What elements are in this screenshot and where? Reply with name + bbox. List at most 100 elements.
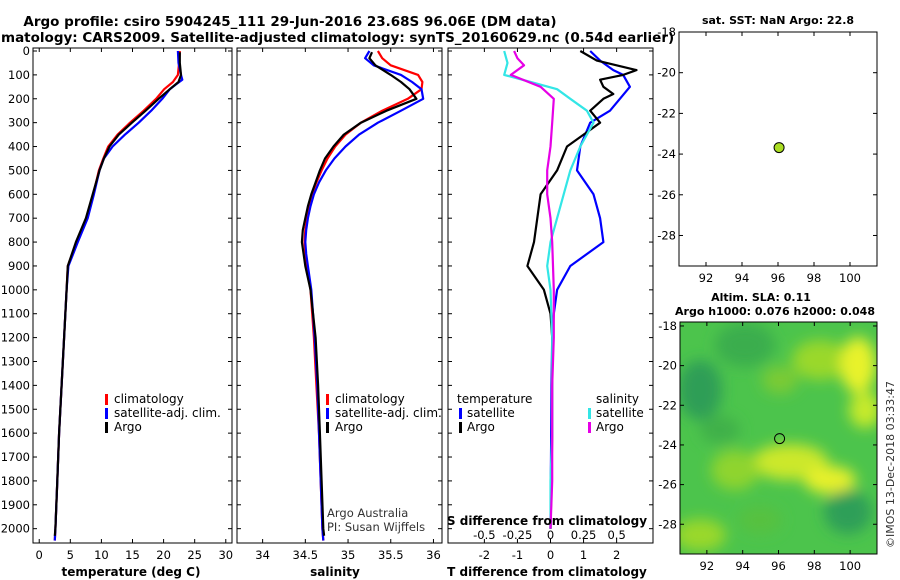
y-tick-label: 300 xyxy=(8,116,30,130)
sla-patch xyxy=(792,340,848,380)
s-tick-label: 0 xyxy=(547,528,554,542)
legend-label-satellite-adj: satellite-adj. clim. xyxy=(335,406,442,420)
y-tick-label: 0 xyxy=(23,44,30,58)
title-line-2: Climatology: CARS2009. Satellite-adjuste… xyxy=(0,30,674,46)
map-y-tick-label: -22 xyxy=(658,398,677,412)
difference-plot: -2 -1 0 1 2 -0.5 -0.25 0 0.25 0.5 xyxy=(448,48,653,562)
salinity-plot: 34 34.5 35 35.5 36 xyxy=(237,48,442,562)
legend-swatch-s-satellite xyxy=(588,408,591,419)
sla-map-title: Altim. SLA: 0.11 xyxy=(711,291,811,304)
legend-swatch-satellite-adj xyxy=(326,408,329,419)
map-y-tick-label: -20 xyxy=(658,359,677,373)
legend-swatch-argo xyxy=(326,422,329,433)
map-y-tick-label: -18 xyxy=(657,25,676,39)
series-line-argo xyxy=(53,52,183,536)
temperature-axis-label: temperature (deg C) xyxy=(62,565,201,579)
legend-swatch-t-argo xyxy=(459,422,462,433)
x-tick-label: -1 xyxy=(512,548,523,562)
title-line-1: Argo profile: csiro 5904245_111 29-Jun-2… xyxy=(23,14,556,30)
sla-patch xyxy=(738,506,782,534)
series-line-t-argo xyxy=(526,50,638,529)
y-tick-label: 1000 xyxy=(1,283,30,297)
y-tick-label: 1300 xyxy=(1,354,30,368)
map-y-tick-label: -22 xyxy=(657,106,676,120)
y-tick-label: 700 xyxy=(8,211,30,225)
legend-label-s-satellite: satellite xyxy=(596,406,644,420)
series-line-s-argo xyxy=(509,50,555,529)
y-tick-label: 1600 xyxy=(1,426,30,440)
sla-patch xyxy=(680,360,722,420)
y-tick-label: 600 xyxy=(8,187,30,201)
sla-patch xyxy=(840,337,876,393)
salinity-legend: climatology satellite-adj. clim. Argo Ar… xyxy=(326,392,442,534)
x-tick-label: 10 xyxy=(94,548,109,562)
y-tick-label: 900 xyxy=(8,259,30,273)
legend-label-climatology: climatology xyxy=(335,392,405,406)
legend-swatch-t-satellite xyxy=(459,408,462,419)
y-tick-label: 100 xyxy=(8,68,30,82)
x-tick-label: 15 xyxy=(125,548,140,562)
x-tick-label: 25 xyxy=(187,548,202,562)
map-x-tick-label: 94 xyxy=(735,559,750,573)
map-x-tick-label: 100 xyxy=(839,559,861,573)
series-line-climatology xyxy=(53,50,181,541)
x-tick-label: -2 xyxy=(479,548,490,562)
legend-label-s-argo: Argo xyxy=(596,420,624,434)
series-line-satellite-adj-clim- xyxy=(53,50,184,541)
map-x-tick-label: 98 xyxy=(807,559,822,573)
x-tick-label: 5 xyxy=(67,548,74,562)
map-y-tick-label: -18 xyxy=(658,319,677,333)
legend-swatch-s-argo xyxy=(588,422,591,433)
credit-line-2: PI: Susan Wijffels xyxy=(327,520,425,534)
map-x-tick-label: 98 xyxy=(807,271,822,285)
series-line-t-satellite xyxy=(549,50,632,529)
y-tick-label: 1700 xyxy=(1,450,30,464)
map-y-tick-label: -26 xyxy=(657,188,676,202)
map-y-tick-label: -28 xyxy=(657,228,676,242)
sla-patch xyxy=(680,519,726,551)
sla-patch xyxy=(715,323,775,367)
s-tick-label: 0.5 xyxy=(607,528,625,542)
sla-patch xyxy=(824,490,872,534)
y-tick-label: 400 xyxy=(8,140,30,154)
y-tick-label: 1400 xyxy=(1,378,30,392)
temperature-legend: climatology satellite-adj. clim. Argo xyxy=(105,392,221,434)
s-difference-axis-label: S difference from climatology xyxy=(447,514,647,528)
x-tick-label: 34 xyxy=(255,548,270,562)
legend-label-climatology: climatology xyxy=(114,392,184,406)
s-tick-label: -0.5 xyxy=(473,528,495,542)
series-line-s-satellite xyxy=(503,50,595,529)
series-line-argo xyxy=(300,51,418,536)
s-tick-label: -0.25 xyxy=(503,528,533,542)
sla-heatmap xyxy=(680,322,877,554)
x-tick-label: 0 xyxy=(547,548,554,562)
legend-label-argo: Argo xyxy=(335,420,363,434)
x-tick-label: 20 xyxy=(156,548,171,562)
sla-patch xyxy=(762,366,798,394)
sla-patch xyxy=(849,392,877,428)
map-y-tick-label: -24 xyxy=(657,147,676,161)
legend-swatch-climatology xyxy=(326,394,329,405)
map-x-tick-label: 100 xyxy=(839,271,861,285)
map-x-tick-label: 96 xyxy=(771,271,786,285)
map-x-tick-label: 92 xyxy=(699,271,714,285)
salinity-axis-label: salinity xyxy=(310,565,360,579)
legend-swatch-argo xyxy=(105,422,108,433)
x-tick-label: 30 xyxy=(218,548,233,562)
imos-stamp: ©IMOS 13-Dec-2018 03:33:47 xyxy=(884,381,897,548)
y-tick-label: 1100 xyxy=(1,307,30,321)
x-tick-label: 36 xyxy=(426,548,441,562)
x-tick-label: 2 xyxy=(613,548,620,562)
y-tick-label: 1500 xyxy=(1,402,30,416)
difference-legend: temperature salinity satellite Argo sate… xyxy=(447,392,647,528)
legend-swatch-satellite-adj xyxy=(105,408,108,419)
y-tick-label: 500 xyxy=(8,163,30,177)
legend-title-temperature: temperature xyxy=(457,392,532,406)
y-tick-label: 2000 xyxy=(1,522,30,536)
sla-map: -18 -20 -22 -24 -26 -28 92 94 96 98 100 xyxy=(658,319,877,573)
map-x-tick-label: 92 xyxy=(700,559,715,573)
legend-label-t-satellite: satellite xyxy=(467,406,515,420)
y-tick-label: 1900 xyxy=(1,498,30,512)
x-tick-label: 0 xyxy=(36,548,43,562)
